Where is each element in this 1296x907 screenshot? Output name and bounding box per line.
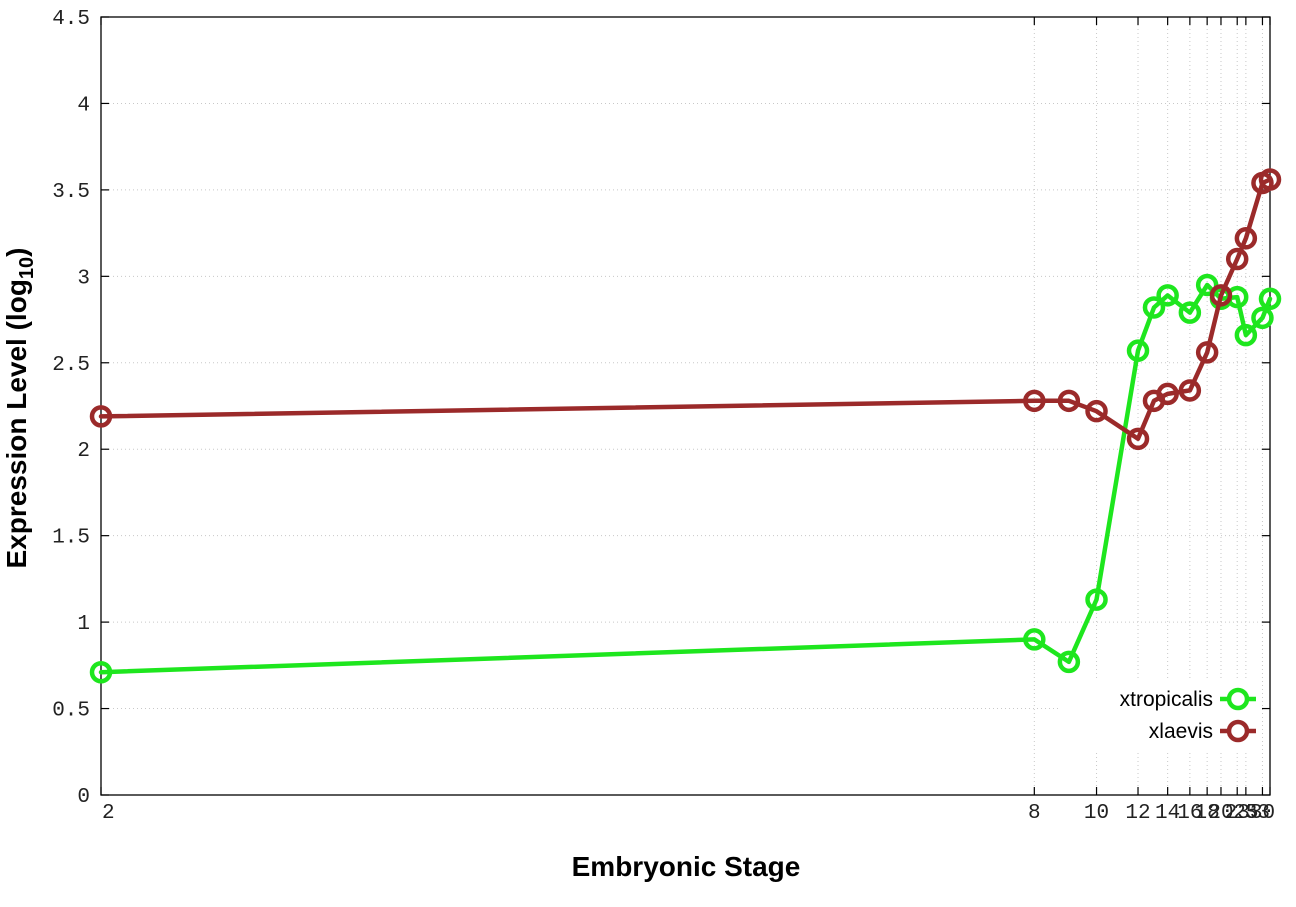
data-point-xlaevis bbox=[1234, 227, 1258, 250]
y-axis-title-subscript: 10 bbox=[16, 257, 38, 279]
data-point-xtropicalis bbox=[1258, 287, 1282, 311]
x-tick-label: 12 bbox=[1125, 802, 1150, 825]
data-point-xtropicalis bbox=[1085, 588, 1108, 611]
data-point-xtropicalis bbox=[1142, 296, 1166, 319]
data-point-xlaevis bbox=[1178, 379, 1202, 402]
x-tick-label: 14 bbox=[1155, 802, 1180, 825]
data-point-xlaevis bbox=[1209, 284, 1233, 307]
data-point-xtropicalis bbox=[1126, 339, 1150, 362]
y-tick-label: 1.5 bbox=[52, 527, 90, 550]
legend-label-xlaevis: xlaevis bbox=[1149, 720, 1213, 743]
data-point-xtropicalis bbox=[1178, 301, 1202, 324]
y-tick-label: 3 bbox=[77, 267, 90, 290]
x-tick-label: 10 bbox=[1084, 802, 1109, 825]
data-point-xlaevis bbox=[1195, 341, 1219, 364]
legend-background bbox=[1058, 680, 1262, 750]
x-tick-label: 25 bbox=[1233, 802, 1258, 825]
x-tick-label: 16 bbox=[1177, 802, 1202, 825]
data-point-xtropicalis bbox=[1251, 306, 1274, 330]
data-point-xtropicalis bbox=[1156, 284, 1179, 307]
data-point-xlaevis bbox=[1085, 399, 1108, 423]
data-series bbox=[89, 168, 1282, 684]
data-point-xlaevis bbox=[1023, 389, 1046, 413]
data-point-xlaevis bbox=[1225, 247, 1249, 271]
y-tick-label: 2 bbox=[77, 440, 90, 463]
legend: xtropicalis xlaevis bbox=[1058, 680, 1262, 750]
y-tick-label: 2.5 bbox=[52, 354, 90, 377]
y-tick-label: 4 bbox=[77, 94, 90, 117]
x-tick-label: 20 bbox=[1208, 802, 1233, 825]
x-tick-label: 18 bbox=[1195, 802, 1220, 825]
data-point-xlaevis bbox=[1057, 389, 1081, 413]
data-point-xtropicalis bbox=[1023, 628, 1046, 651]
x-tick-label: 30 bbox=[1250, 802, 1275, 825]
x-tick-label: 33 bbox=[1245, 802, 1270, 825]
x-tick-label: 2 bbox=[102, 802, 115, 825]
data-point-xtropicalis bbox=[1057, 650, 1081, 674]
data-point-xtropicalis bbox=[89, 660, 113, 684]
data-point-xlaevis bbox=[89, 405, 113, 428]
y-axis-title: Expression Level (log10) bbox=[1, 248, 38, 569]
x-tick-label: 23 bbox=[1225, 802, 1250, 825]
data-point-xlaevis bbox=[1126, 427, 1150, 451]
y-tick-label: 4.5 bbox=[52, 8, 90, 31]
y-axis-title-close: ) bbox=[1, 248, 32, 257]
data-point-xtropicalis bbox=[1195, 273, 1219, 297]
x-tick-label: 8 bbox=[1028, 802, 1041, 825]
legend-label-xtropicalis: xtropicalis bbox=[1120, 688, 1213, 711]
series-line-xtropicalis bbox=[98, 282, 1273, 675]
data-point-xlaevis bbox=[1258, 168, 1282, 191]
y-tick-label: 0 bbox=[77, 786, 90, 809]
grid-lines bbox=[101, 17, 1270, 795]
y-tick-label: 1 bbox=[77, 613, 90, 636]
y-tick-label: 3.5 bbox=[52, 181, 90, 204]
legend-swatch-marker-xlaevis bbox=[1226, 719, 1250, 743]
y-tick-label: 0.5 bbox=[52, 700, 90, 723]
x-axis-title: Embryonic Stage bbox=[572, 851, 801, 882]
data-point-xtropicalis bbox=[1234, 323, 1258, 347]
data-point-xlaevis bbox=[1156, 382, 1179, 406]
y-axis-title-main: Expression Level (log bbox=[1, 279, 32, 568]
legend-swatch-marker-xtropicalis bbox=[1226, 687, 1250, 711]
